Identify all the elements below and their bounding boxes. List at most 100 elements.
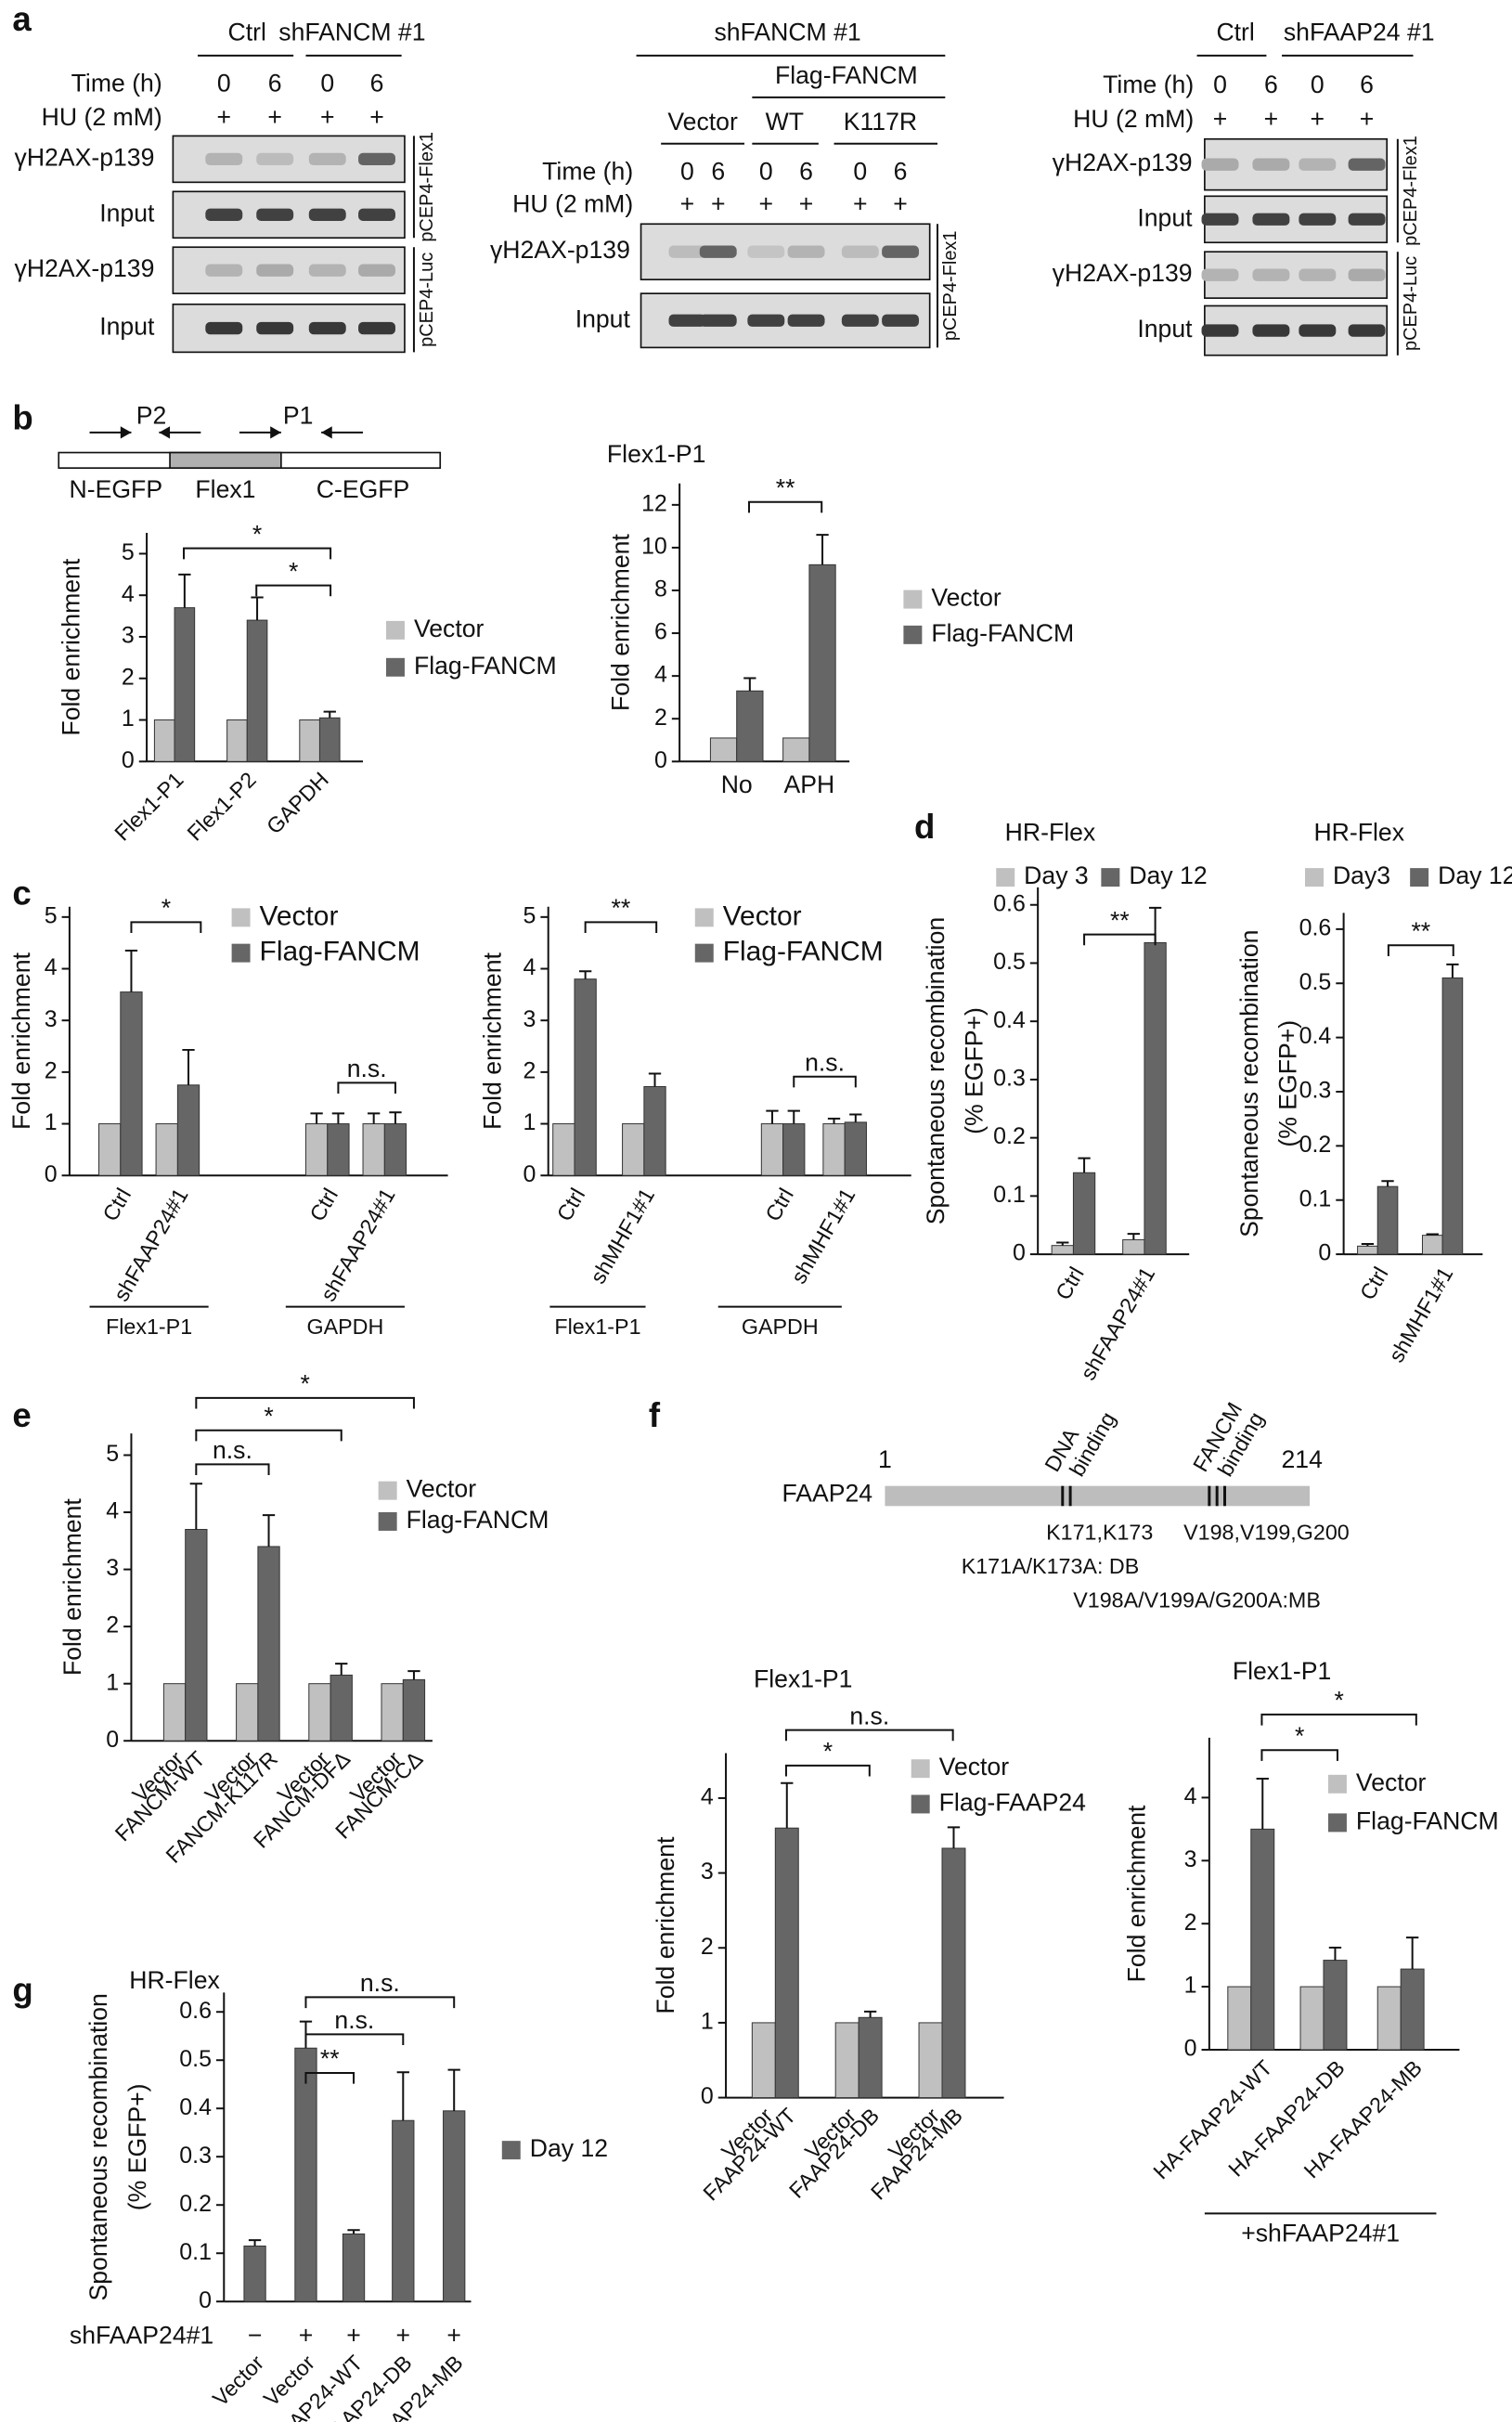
error-bar <box>262 1514 276 1547</box>
significance-bracket <box>304 2071 355 2084</box>
significance-bracket <box>784 1729 954 1742</box>
band <box>308 321 346 335</box>
bar <box>918 2022 943 2099</box>
y-tick-label: 1 <box>701 2009 714 2035</box>
error-bar <box>124 950 138 992</box>
bar <box>1376 1986 1402 2051</box>
mutant-label: V198A/V199A/G200A:MB <box>1073 1588 1321 1613</box>
error-bar <box>335 1663 348 1676</box>
bar <box>1122 1238 1145 1255</box>
error-bar <box>1446 963 1459 978</box>
legend-label: Vector <box>1356 1768 1427 1796</box>
time-label: 6 <box>1360 71 1374 98</box>
chart-title: HR-Flex <box>129 1966 220 1994</box>
time-label: 0 <box>1213 71 1227 98</box>
significance-bracket <box>195 1463 270 1476</box>
y-tick-label: 2 <box>1184 1910 1197 1936</box>
error-bar <box>1406 1936 1419 1970</box>
legend-label: Flag-FANCM <box>407 1506 549 1534</box>
error-bar <box>947 1826 961 1848</box>
chart-title: Flex1-P1 <box>1233 1657 1331 1685</box>
bar <box>1072 1172 1096 1255</box>
legend-label: Flag-FANCM <box>931 619 1074 647</box>
band <box>256 208 294 221</box>
hu-label: + <box>320 103 335 131</box>
bar <box>294 2047 317 2302</box>
hu-label: + <box>267 103 282 131</box>
row-label: γH2AX-p139 <box>1053 149 1193 176</box>
time-label: 0 <box>1311 71 1325 98</box>
significance-bracket <box>584 921 658 933</box>
bar <box>402 1678 426 1742</box>
bar <box>318 717 341 762</box>
error-bar <box>827 1117 841 1124</box>
site-label: V198,V199,G200 <box>1183 1520 1350 1544</box>
y-tick-label: 0.2 <box>179 2191 212 2217</box>
bar <box>174 607 196 762</box>
time-label: 6 <box>711 157 725 185</box>
significance-label: * <box>264 1402 273 1430</box>
significance-bracket <box>255 584 332 597</box>
band <box>205 264 243 277</box>
band <box>668 245 706 258</box>
bar <box>362 1123 385 1176</box>
significance-label: n.s. <box>360 1969 400 1997</box>
error-bar <box>578 970 592 979</box>
band <box>882 314 920 327</box>
significance-bracket <box>793 1075 857 1088</box>
bar <box>1323 1960 1348 2051</box>
arrow-head <box>321 426 332 439</box>
significance-label: ** <box>320 2045 340 2073</box>
y-tick-label: 5 <box>523 902 536 928</box>
x-tick-label: shMHF1#1 <box>1384 1263 1457 1366</box>
band <box>1201 158 1239 171</box>
blot-header: K117R <box>844 108 917 136</box>
y-tick-label: 4 <box>523 954 536 980</box>
condition-sign: + <box>396 2322 411 2350</box>
bar <box>1299 1986 1325 2051</box>
group-label: GAPDH <box>307 1315 384 1339</box>
blot-header: Flag-FANCM <box>775 61 918 89</box>
y-tick-label: 0 <box>199 2287 212 2313</box>
legend-label: Flag-FANCM <box>260 937 420 967</box>
band <box>787 245 825 258</box>
side-label: pCEP4-Flex1 <box>417 132 437 242</box>
y-tick-label: 2 <box>701 1934 714 1960</box>
band <box>1348 158 1386 171</box>
y-axis-label: Fold enrichment <box>607 534 635 711</box>
significance-label: ** <box>776 473 795 501</box>
blot-header: Vector <box>667 108 738 136</box>
bar <box>774 1827 799 2099</box>
time-label: 6 <box>268 70 282 97</box>
time-label: 0 <box>217 70 231 97</box>
bar <box>1421 1235 1443 1255</box>
time-label: 0 <box>680 157 694 185</box>
significance-bracket <box>130 921 202 933</box>
y-tick-label: 0 <box>106 1727 119 1753</box>
blot-header: Time (h) <box>542 157 633 185</box>
significance-bracket <box>784 1764 871 1777</box>
legend-label: Flag-FAAP24 <box>939 1788 1086 1816</box>
band <box>1299 268 1337 281</box>
y-tick-label: 1 <box>523 1109 536 1135</box>
y-tick-label: 0.5 <box>179 2046 212 2072</box>
row-label: Input <box>575 304 631 332</box>
error-bar <box>766 1109 779 1124</box>
error-bar <box>331 1112 345 1124</box>
y-tick-label: 0.6 <box>993 890 1026 916</box>
bar <box>185 1528 208 1742</box>
band <box>1348 324 1386 337</box>
error-bar <box>1328 1947 1342 1961</box>
bar <box>383 1123 407 1176</box>
significance-bracket <box>748 500 823 513</box>
bar <box>1376 1185 1399 1255</box>
legend-label: Vector <box>931 584 1002 612</box>
band <box>787 314 825 327</box>
error-bar <box>310 1112 323 1124</box>
y-axis-label: Fold enrichment <box>1122 1805 1150 1982</box>
y-tick-label: 0 <box>701 2083 714 2109</box>
bar <box>443 2110 466 2302</box>
blot-header: Ctrl <box>228 19 266 46</box>
x-tick-label: shMHF1#1 <box>786 1184 859 1288</box>
y-axis-label: Fold enrichment <box>652 1836 679 2014</box>
